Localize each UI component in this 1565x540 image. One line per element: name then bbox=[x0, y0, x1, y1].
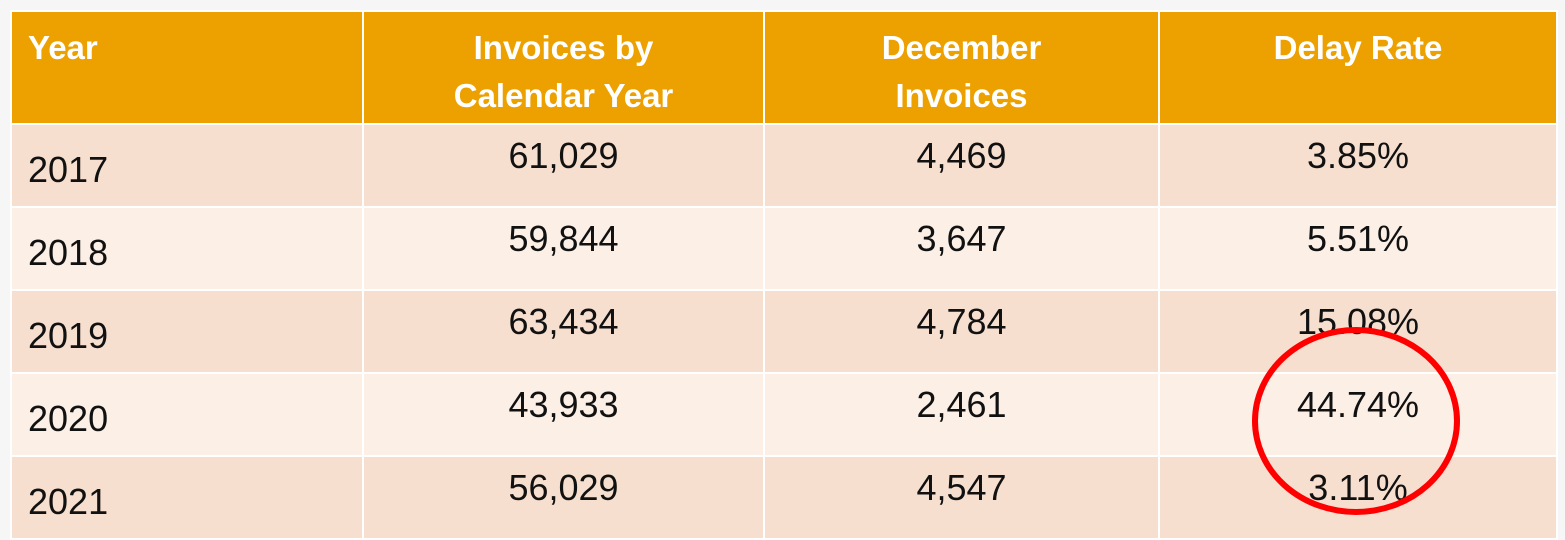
header-year: Year bbox=[10, 10, 364, 125]
header-line: Calendar Year bbox=[453, 77, 674, 114]
invoice-delay-table: Year Invoices by Calendar Year December In… bbox=[10, 10, 1558, 540]
table-row: 2020 43,933 2,461 44.74% bbox=[10, 372, 1558, 457]
cell-december-invoices: 2,461 bbox=[763, 372, 1160, 457]
header-row: Year Invoices by Calendar Year December In… bbox=[10, 10, 1558, 125]
table-row: 2018 59,844 3,647 5.51% bbox=[10, 206, 1558, 291]
cell-delay-rate: 44.74% bbox=[1158, 372, 1558, 457]
cell-december-invoices: 4,547 bbox=[763, 455, 1160, 540]
header-delay-rate: Delay Rate bbox=[1158, 10, 1558, 125]
table-row: 2019 63,434 4,784 15.08% bbox=[10, 289, 1558, 374]
cell-delay-rate: 3.85% bbox=[1158, 123, 1558, 208]
header-line: December bbox=[881, 29, 1042, 66]
cell-year: 2017 bbox=[10, 123, 364, 208]
cell-december-invoices: 3,647 bbox=[763, 206, 1160, 291]
cell-invoices: 43,933 bbox=[362, 372, 765, 457]
cell-year: 2020 bbox=[10, 372, 364, 457]
cell-invoices: 63,434 bbox=[362, 289, 765, 374]
cell-invoices: 56,029 bbox=[362, 455, 765, 540]
header-year-text: Year bbox=[28, 29, 98, 66]
header-line: Invoices bbox=[895, 77, 1028, 114]
cell-delay-rate: 15.08% bbox=[1158, 289, 1558, 374]
cell-december-invoices: 4,784 bbox=[763, 289, 1160, 374]
cell-invoices: 61,029 bbox=[362, 123, 765, 208]
cell-year: 2018 bbox=[10, 206, 364, 291]
cell-delay-rate: 3.11% bbox=[1158, 455, 1558, 540]
cell-year: 2019 bbox=[10, 289, 364, 374]
header-line: Invoices by bbox=[473, 29, 654, 66]
table-row: 2017 61,029 4,469 3.85% bbox=[10, 123, 1558, 208]
header-invoices-by-year: Invoices by Calendar Year bbox=[362, 10, 765, 125]
header-december-invoices: December Invoices bbox=[763, 10, 1160, 125]
cell-invoices: 59,844 bbox=[362, 206, 765, 291]
cell-december-invoices: 4,469 bbox=[763, 123, 1160, 208]
cell-year: 2021 bbox=[10, 455, 364, 540]
cell-delay-rate: 5.51% bbox=[1158, 206, 1558, 291]
header-line: Delay Rate bbox=[1273, 29, 1443, 66]
table-row: 2021 56,029 4,547 3.11% bbox=[10, 455, 1558, 540]
